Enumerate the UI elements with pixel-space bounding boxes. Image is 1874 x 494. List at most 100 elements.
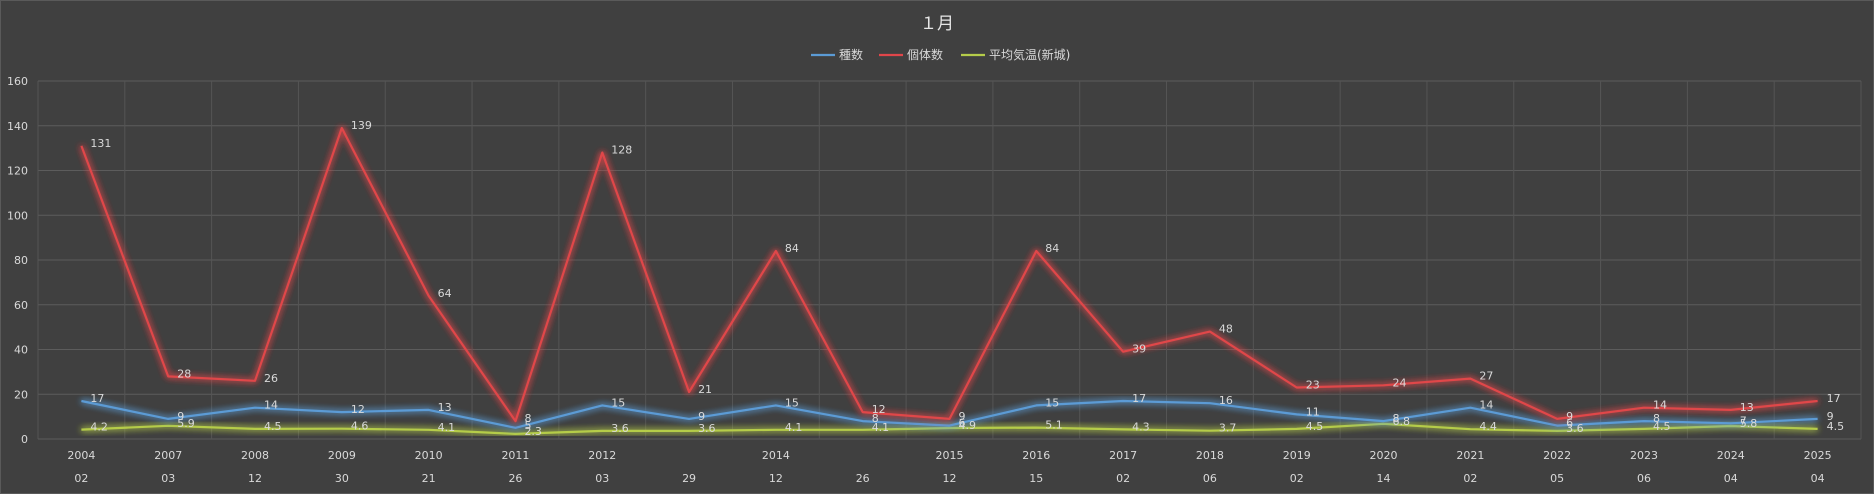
x-axis: 2004 2007 2008 2009 2010 2011 2012 2014 2015 2016… xyxy=(67,449,1831,485)
data-label: 5.8 xyxy=(1740,417,1758,430)
data-label: 3.6 xyxy=(698,422,716,435)
y-tick-label: 100 xyxy=(7,209,28,222)
x-tick-year: 2012 xyxy=(588,449,616,462)
data-label: 6.8 xyxy=(1393,415,1411,428)
y-tick-label: 160 xyxy=(7,75,28,88)
data-label: 9 xyxy=(177,410,184,423)
y-tick-label: 80 xyxy=(14,254,28,267)
x-tick-year: 2015 xyxy=(936,449,964,462)
data-label: 131 xyxy=(90,137,111,150)
y-axis: 0 20 40 60 80 100 120 140 160 xyxy=(7,75,28,446)
data-label: 48 xyxy=(1219,323,1233,336)
x-tick-year: 2025 xyxy=(1804,449,1832,462)
data-label: 14 xyxy=(1653,399,1667,412)
y-tick-label: 120 xyxy=(7,165,28,178)
x-tick-year: 2020 xyxy=(1370,449,1398,462)
x-tick-year: 2004 xyxy=(67,449,95,462)
data-label: 2.3 xyxy=(524,425,542,438)
x-tick-year: 2008 xyxy=(241,449,269,462)
data-label: 4.4 xyxy=(1479,420,1497,433)
legend-label: 平均気温(新城) xyxy=(989,47,1070,62)
data-label: 4.6 xyxy=(351,420,369,433)
data-label: 21 xyxy=(698,383,712,396)
data-label: 14 xyxy=(264,399,278,412)
data-label: 64 xyxy=(438,287,452,300)
data-label: 28 xyxy=(177,367,191,380)
data-label: 8 xyxy=(1653,412,1660,425)
x-tick-year: 2007 xyxy=(154,449,182,462)
data-label: 11 xyxy=(1306,405,1320,418)
x-tick-year: 2022 xyxy=(1543,449,1571,462)
data-label: 4.5 xyxy=(264,420,282,433)
x-tick-day: 02 xyxy=(74,472,88,485)
y-tick-label: 60 xyxy=(14,299,28,312)
legend-label: 種数 xyxy=(839,47,863,62)
legend-label: 個体数 xyxy=(907,47,943,62)
x-tick-year: 2019 xyxy=(1283,449,1311,462)
data-label: 5 xyxy=(524,419,531,432)
legend: 種数 個体数 平均気温(新城) xyxy=(811,47,1070,62)
data-label: 4.1 xyxy=(438,421,456,434)
x-tick-year: 2011 xyxy=(501,449,529,462)
data-label: 4.9 xyxy=(959,419,977,432)
data-label: 8 xyxy=(1393,412,1400,425)
x-tick-year: 2016 xyxy=(1022,449,1050,462)
data-label: 9 xyxy=(959,410,966,423)
x-tick-day: 02 xyxy=(1116,472,1130,485)
x-tick-day: 06 xyxy=(1637,472,1651,485)
data-label: 17 xyxy=(1827,392,1841,405)
x-tick-year: 2023 xyxy=(1630,449,1658,462)
data-label: 6 xyxy=(1566,417,1573,430)
data-label: 4.1 xyxy=(872,421,890,434)
data-label: 8 xyxy=(872,412,879,425)
x-tick-day: 03 xyxy=(161,472,175,485)
data-label: 15 xyxy=(611,396,625,409)
data-label: 27 xyxy=(1479,370,1493,383)
data-label: 4.2 xyxy=(90,421,108,434)
data-label: 4.5 xyxy=(1306,420,1324,433)
x-tick-year: 2021 xyxy=(1456,449,1484,462)
x-tick-day: 29 xyxy=(682,472,696,485)
data-label: 24 xyxy=(1393,376,1407,389)
x-tick-day: 15 xyxy=(1029,472,1043,485)
data-label: 4.3 xyxy=(1132,420,1150,433)
x-tick-day: 14 xyxy=(1377,472,1391,485)
data-label: 15 xyxy=(1045,396,1059,409)
y-tick-label: 140 xyxy=(7,120,28,133)
chart-title: １月 xyxy=(920,14,954,34)
x-tick-day: 06 xyxy=(1203,472,1217,485)
data-label: 128 xyxy=(611,144,632,157)
data-label: 26 xyxy=(264,372,278,385)
data-label: 5.9 xyxy=(177,417,195,430)
data-label: 9 xyxy=(1566,410,1573,423)
data-label: 14 xyxy=(1479,399,1493,412)
x-tick-year: 2009 xyxy=(328,449,356,462)
y-tick-label: 0 xyxy=(21,433,28,446)
data-label: 3.6 xyxy=(611,422,629,435)
gridlines xyxy=(37,80,1862,440)
x-tick-year: 2024 xyxy=(1717,449,1745,462)
data-label: 9 xyxy=(1827,410,1834,423)
y-tick-label: 40 xyxy=(14,344,28,357)
x-tick-day: 21 xyxy=(422,472,436,485)
data-label: 13 xyxy=(438,401,452,414)
x-tick-day: 26 xyxy=(508,472,522,485)
data-label: 12 xyxy=(872,403,886,416)
x-tick-day: 02 xyxy=(1290,472,1304,485)
data-label: 6 xyxy=(959,417,966,430)
x-tick-day: 12 xyxy=(248,472,262,485)
series-lines xyxy=(80,126,1818,435)
x-tick-year: 2018 xyxy=(1196,449,1224,462)
x-tick-year: 2010 xyxy=(415,449,443,462)
data-label: 84 xyxy=(1045,242,1059,255)
data-label: 3.6 xyxy=(1566,422,1584,435)
data-label: 17 xyxy=(90,392,104,405)
x-tick-day: 04 xyxy=(1724,472,1738,485)
x-tick-day: 12 xyxy=(769,472,783,485)
x-tick-year: 2014 xyxy=(762,449,790,462)
series-line-3 xyxy=(81,422,1818,435)
x-tick-day: 30 xyxy=(335,472,349,485)
data-label: 9 xyxy=(698,410,705,423)
